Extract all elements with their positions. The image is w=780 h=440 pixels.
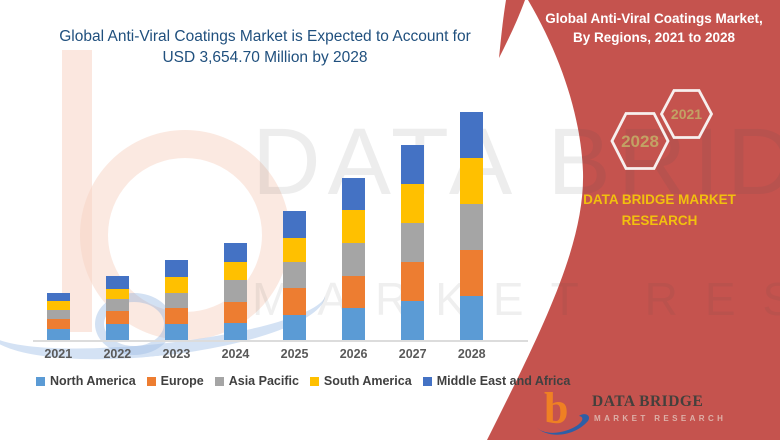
legend-item-south-america: South America [309, 374, 412, 388]
legend-label: South America [323, 374, 412, 388]
x-axis-label-2027: 2027 [398, 347, 427, 361]
x-axis-label-2024: 2024 [221, 347, 250, 361]
brand-text: DATA BRIDGE MARKET RESEARCH [552, 189, 767, 231]
bar-segment-2028-europe [460, 249, 484, 296]
x-axis-label-2026: 2026 [339, 347, 368, 361]
bar-segment-2025-middle-east-and-africa [283, 210, 307, 239]
bar-segment-2026-middle-east-and-africa [342, 177, 366, 211]
data-bridge-logo-icon: b [536, 384, 590, 435]
legend-item-north-america: North America [36, 374, 136, 388]
hexagon-2028-outline [610, 112, 670, 170]
bar-segment-2027-middle-east-and-africa [401, 144, 425, 185]
bar-segment-2024-middle-east-and-africa [223, 243, 247, 262]
chart-title-line2: USD 3,654.70 Million by 2028 [162, 49, 368, 66]
legend-marker-icon [309, 376, 319, 386]
bar-segment-2022-europe [105, 311, 129, 324]
bar-segment-2023-middle-east-and-africa [164, 259, 188, 278]
bar-segment-2026-south-america [342, 210, 366, 244]
bar-segment-2026-north-america [342, 308, 366, 340]
logo-b-glyph: b [544, 384, 568, 433]
bar-segment-2024-south-america [223, 261, 247, 281]
bar-segment-2021-europe [46, 319, 70, 330]
legend-marker-icon [36, 376, 45, 386]
bar-segment-2021-asia-pacific [46, 309, 70, 320]
bar-segment-2026-europe [342, 275, 366, 309]
bar-segment-2023-asia-pacific [164, 293, 188, 309]
bar-segment-2025-south-america [283, 238, 307, 262]
bar-segment-2024-north-america [223, 322, 247, 340]
chart-title: Global Anti-Viral Coatings Market is Exp… [30, 26, 500, 68]
bar-segment-2028-middle-east-and-africa [460, 111, 484, 159]
watermark-b-logo-stem [62, 50, 92, 332]
legend-label: Asia Pacific [228, 374, 299, 388]
red-main-shape [487, 0, 780, 440]
logo-blue-swoosh [536, 414, 590, 435]
watermark-big-text: DATA BRIDGE [252, 109, 780, 215]
chart-title-line1: Global Anti-Viral Coatings Market is Exp… [59, 28, 471, 45]
red-wedge-shape [499, 0, 525, 58]
bar-segment-2022-asia-pacific [105, 299, 129, 312]
stacked-bar-2026 [342, 177, 366, 340]
right-panel-heading: Global Anti-Viral Coatings Market, By Re… [532, 9, 776, 47]
legend-item-europe: Europe [146, 374, 204, 388]
legend-marker-icon [422, 376, 432, 386]
legend-item-asia-pacific: Asia Pacific [214, 374, 299, 388]
data-bridge-logo-tagline: MARKET RESEARCH [594, 414, 727, 423]
bar-segment-2028-north-america [460, 295, 484, 340]
bar-segment-2028-south-america [460, 158, 484, 205]
stacked-bar-2023 [164, 259, 188, 340]
bar-segment-2022-middle-east-and-africa [105, 275, 129, 289]
x-axis-label-2023: 2023 [162, 347, 191, 361]
stacked-bar-2021 [46, 292, 70, 340]
hexagon-2021-outline [659, 89, 714, 139]
right-panel-heading-line2: By Regions, 2021 to 2028 [572, 30, 736, 45]
chart-legend: North America Europe Asia Pacific South Ame… [36, 374, 570, 388]
stacked-bar-2028 [460, 111, 484, 340]
legend-item-middle-east-and-africa: Middle East and Africa [422, 374, 571, 388]
bar-segment-2027-asia-pacific [401, 223, 425, 263]
legend-label: Europe [160, 374, 204, 388]
hexagon-2021-year: 2021 [671, 106, 702, 122]
x-axis-label-2028: 2028 [457, 347, 486, 361]
legend-marker-icon [146, 376, 156, 386]
stacked-bar-2024 [223, 243, 247, 340]
stacked-bar-2025 [283, 210, 307, 340]
x-axis-label-2025: 2025 [280, 347, 309, 361]
bar-segment-2023-europe [164, 308, 188, 324]
bar-segment-2028-asia-pacific [460, 204, 484, 250]
bar-segment-2026-asia-pacific [342, 243, 366, 276]
legend-label: Middle East and Africa [436, 374, 571, 388]
brand-text-line1: DATA BRIDGE MARKET [583, 192, 736, 207]
bar-segment-2021-south-america [46, 300, 70, 310]
watermark-sub-text: MARKET RESEARCH [252, 273, 780, 325]
bar-segment-2025-north-america [283, 315, 307, 340]
right-panel-heading-line1: Global Anti-Viral Coatings Market, [545, 11, 763, 26]
stacked-bar-2022 [105, 275, 129, 340]
bar-segment-2023-south-america [164, 277, 188, 293]
bar-segment-2027-europe [401, 262, 425, 301]
x-axis-label-2021: 2021 [44, 347, 73, 361]
bar-segment-2022-south-america [105, 288, 129, 300]
stacked-bar-2027 [401, 144, 425, 340]
data-bridge-logo-name: DATA BRIDGE [592, 393, 704, 410]
bar-segment-2027-north-america [401, 300, 425, 340]
bar-segment-2021-north-america [46, 329, 70, 340]
x-axis-label-2022: 2022 [103, 347, 132, 361]
x-axis-line [33, 340, 528, 342]
bar-segment-2027-south-america [401, 184, 425, 224]
brand-text-line2: RESEARCH [621, 213, 698, 228]
bar-segment-2023-north-america [164, 323, 188, 340]
hexagon-2028-year: 2028 [621, 132, 659, 151]
legend-marker-icon [214, 376, 224, 386]
year-hexagons: 2021 2028 [610, 89, 714, 170]
legend-label: North America [50, 374, 136, 388]
bar-segment-2025-europe [283, 288, 307, 315]
bar-segment-2022-north-america [105, 323, 129, 340]
bar-segment-2025-asia-pacific [283, 261, 307, 289]
bar-segment-2024-europe [223, 301, 247, 323]
bar-segment-2024-asia-pacific [223, 280, 247, 302]
bar-segment-2021-middle-east-and-africa [46, 292, 70, 301]
